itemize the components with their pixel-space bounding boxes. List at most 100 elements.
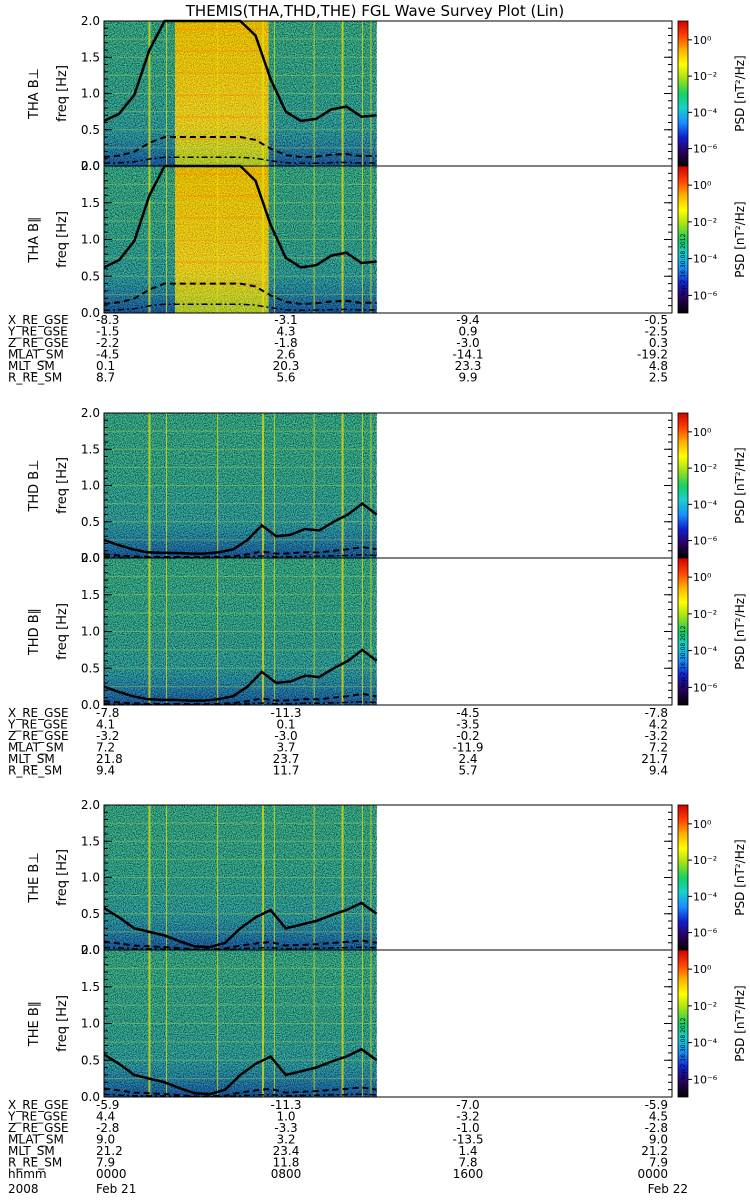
y-axis-label: freq [Hz]: [55, 849, 70, 906]
harmonic-line: [103, 692, 377, 706]
y-tick-label: 1.5: [81, 442, 100, 456]
colorbar-tick-label: 10⁻⁴: [693, 106, 718, 119]
colorbar-tick-label: 10⁻⁶: [693, 289, 718, 302]
y-tick-label: 1.0: [81, 87, 100, 101]
colorbar-tick-label: 10⁰: [693, 818, 712, 831]
ephemeris-value: -4.5: [456, 706, 479, 720]
ephemeris-label: Z_RE_GSE: [8, 336, 69, 350]
ephemeris-value: -1.0: [456, 1121, 479, 1135]
ephemeris-label: MLAT_SM: [8, 348, 64, 362]
spectrogram-panel-the-bpar: 0.0 0.5 1.0 1.5 2.0 THE B∥ freq [Hz] 10⁰ 10⁻² 10⁻…: [27, 943, 747, 1104]
spectrogram-panel-tha-bpar: 0.0 0.5 1.0 1.5 2.0 THA B∥ freq [Hz] 10⁰ 10⁻² 10⁻…: [27, 159, 747, 320]
ephemeris-value: -2.8: [645, 1121, 668, 1135]
ephemeris-value: -2.2: [96, 336, 119, 350]
y-tick-label: 1.0: [81, 479, 100, 493]
colorbar-tick-label: 10⁻⁶: [693, 535, 718, 548]
ephemeris-value: 4.1: [96, 718, 115, 732]
ephemeris-label: X_RE_GSE: [8, 1098, 69, 1112]
ephemeris-value: -3.0: [456, 336, 479, 350]
ephemeris-value: 9.9: [458, 371, 477, 385]
ephemeris-label: Z_RE_GSE: [8, 1121, 69, 1135]
ephemeris-label: X_RE_GSE: [8, 313, 69, 327]
ephemeris-value: 21.2: [641, 1144, 668, 1158]
y-tick-label: 0.0: [81, 551, 100, 565]
helium-line: [103, 303, 377, 312]
ephemeris-label: hhmm: [8, 1167, 47, 1181]
colorbar-tick-label: 10⁻²: [693, 216, 717, 229]
ephemeris-value: 0.1: [276, 718, 295, 732]
end-date-label: Feb 22: [648, 1182, 688, 1196]
ephemeris-value: -14.1: [452, 348, 483, 362]
colorbar-label: PSD [nT²/Hz]: [733, 985, 747, 1061]
probe-label: THD B⊥: [27, 459, 42, 512]
cyclotron-frequency-line: [103, 901, 378, 949]
y-tick-label: 1.5: [81, 980, 100, 994]
y-tick-label: 1.0: [81, 233, 100, 247]
ephemeris-value: 4.5: [649, 1110, 668, 1124]
ephemeris-value: 23.4: [273, 1144, 300, 1158]
y-tick-label: 0.0: [81, 306, 100, 320]
colorbar-label: PSD [nT²/Hz]: [733, 447, 747, 523]
colorbar-tick-label: 10⁻⁶: [693, 681, 718, 694]
y-tick-label: 1.5: [81, 834, 100, 848]
ephemeris-value: 2.6: [276, 348, 295, 362]
ephemeris-value: -1.8: [274, 336, 297, 350]
ephemeris-value: 7.2: [96, 741, 115, 755]
ephemeris-value: 9.0: [649, 1133, 668, 1147]
spectrogram-panel-tha-bperp: 0.0 0.5 1.0 1.5 2.0 THA B⊥ freq [Hz] 10⁰ 10⁻² 10⁻…: [27, 14, 747, 173]
probe-label: THE B⊥: [27, 852, 42, 903]
y-tick-label: 2.0: [81, 551, 100, 565]
y-axis-label: freq [Hz]: [55, 211, 70, 268]
colorbar-label: PSD [nT²/Hz]: [733, 839, 747, 915]
ephemeris-label: R_RE_SM: [8, 1156, 62, 1170]
colorbar-tick-label: 10⁻⁴: [693, 498, 718, 511]
harmonic-line: [103, 939, 377, 951]
helium-line: [103, 1093, 377, 1098]
harmonic-line: [103, 282, 377, 305]
timestamp: Sun Sep 2 16:30:08 2012: [680, 625, 687, 702]
colorbar-label: PSD [nT²/Hz]: [733, 201, 747, 277]
harmonic-line: [103, 546, 377, 559]
cyclotron-frequency-line: [103, 502, 378, 555]
ephemeris-value: 7.2: [649, 741, 668, 755]
ephemeris-label: X_RE_GSE: [8, 706, 69, 720]
ephemeris-value: 0.9: [458, 325, 477, 339]
colorbar-tick-label: 10⁻⁴: [693, 645, 718, 658]
ephemeris-value: 11.8: [273, 1156, 300, 1170]
y-tick-label: 1.0: [81, 1017, 100, 1031]
ephemeris-value: 5.7: [458, 764, 477, 778]
y-tick-label: 2.0: [81, 798, 100, 812]
y-tick-label: 1.5: [81, 588, 100, 602]
ephemeris-label: Y_RE_GSE: [7, 1110, 68, 1124]
colorbar: [677, 949, 689, 1098]
ephemeris-value: -2.8: [96, 1121, 119, 1135]
colorbar-tick-label: 10⁻⁶: [693, 143, 718, 156]
y-tick-label: 1.5: [81, 196, 100, 210]
colorbar-tick-label: 10⁻⁴: [693, 1037, 718, 1050]
ephemeris-value: -3.1: [274, 313, 297, 327]
ephemeris-label: R_RE_SM: [8, 371, 62, 385]
ephemeris-value: 0000: [637, 1167, 668, 1181]
year-label: 2008: [8, 1182, 39, 1196]
y-tick-label: 0.0: [81, 698, 100, 712]
ephemeris-value: -3.0: [274, 729, 297, 743]
spectrogram-panel-thd-bpar: 0.0 0.5 1.0 1.5 2.0 THD B∥ freq [Hz] 10⁰ 10⁻² 10⁻…: [27, 551, 747, 712]
ephemeris-value: 20.3: [273, 359, 300, 373]
colorbar-label: PSD [nT²/Hz]: [733, 55, 747, 131]
harmonic-line: [103, 136, 377, 159]
ephemeris-value: -8.3: [96, 313, 119, 327]
ephemeris-value: 11.7: [273, 764, 300, 778]
y-axis-label: freq [Hz]: [55, 995, 70, 1052]
cyclotron-frequency-line: [103, 648, 378, 702]
ephemeris-value: -9.4: [456, 313, 479, 327]
ephemeris-value: 1.0: [276, 1110, 295, 1124]
colorbar: [677, 165, 689, 314]
probe-label: THD B∥: [27, 608, 42, 656]
ephemeris-value: 0.1: [96, 359, 115, 373]
colorbar-tick-label: 10⁻²: [693, 1000, 717, 1013]
ephemeris-value: 4.3: [276, 325, 295, 339]
ephemeris-value: -5.9: [645, 1098, 668, 1112]
ephemeris-value: -11.9: [452, 741, 483, 755]
timestamp: Sun Sep 2 16:30:08 2012: [680, 1017, 687, 1094]
y-tick-label: 0.0: [81, 943, 100, 957]
